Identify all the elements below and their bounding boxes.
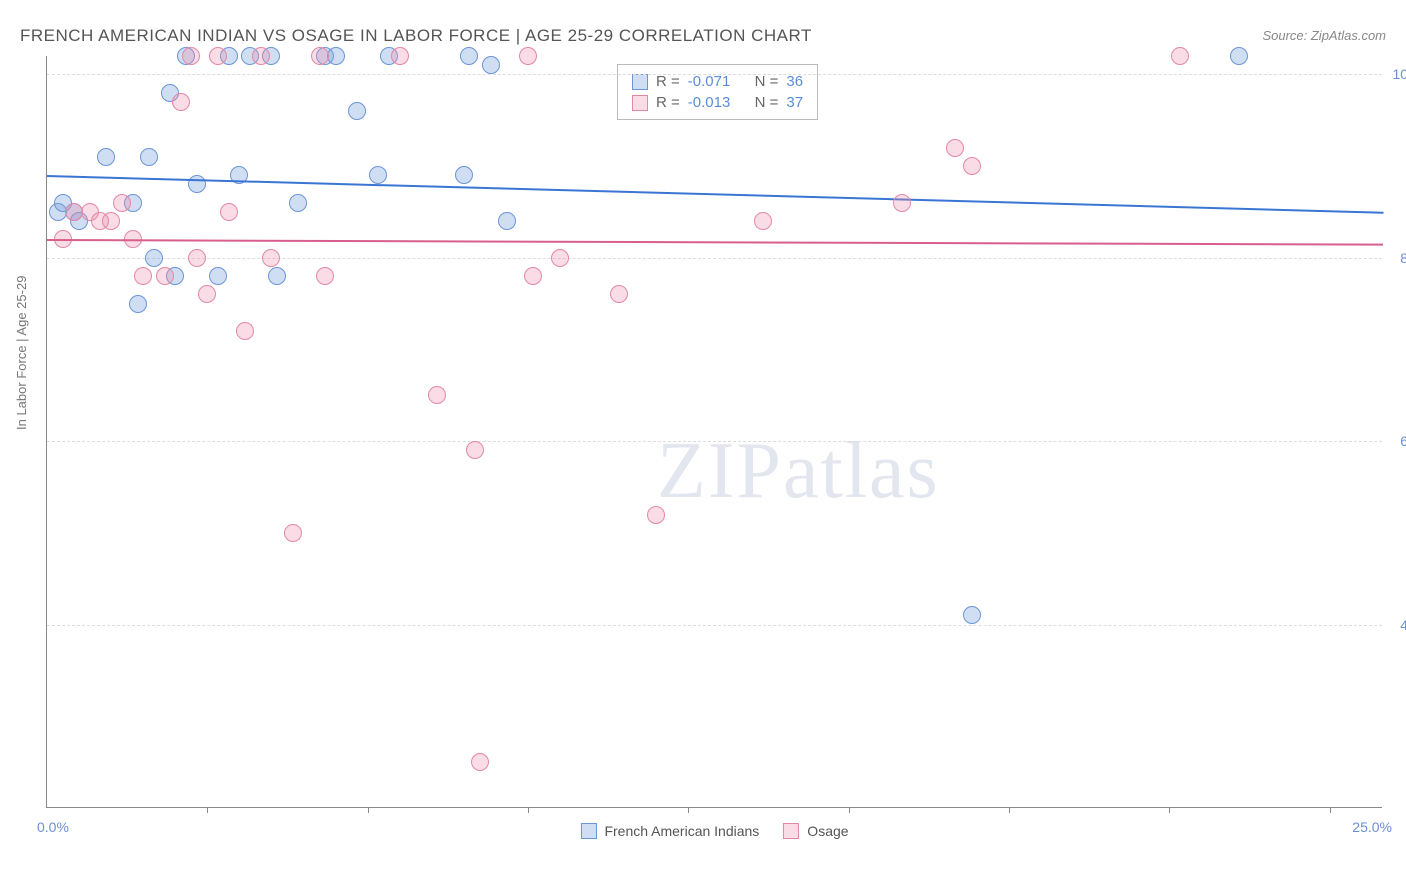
point-series1	[348, 102, 366, 120]
x-tick	[207, 807, 208, 813]
point-series2	[134, 267, 152, 285]
point-series1	[460, 47, 478, 65]
legend-label-1: French American Indians	[604, 823, 759, 839]
point-series1	[327, 47, 345, 65]
point-series2	[963, 157, 981, 175]
r-value-1: -0.071	[688, 73, 731, 90]
x-tick	[528, 807, 529, 813]
point-series2	[188, 249, 206, 267]
point-series2	[198, 285, 216, 303]
source-attribution: Source: ZipAtlas.com	[1262, 28, 1386, 43]
x-tick	[1009, 807, 1010, 813]
swatch-series1-bottom	[580, 823, 596, 839]
point-series1	[209, 267, 227, 285]
point-series2	[466, 441, 484, 459]
point-series2	[647, 506, 665, 524]
point-series2	[551, 249, 569, 267]
point-series1	[289, 194, 307, 212]
point-series2	[316, 267, 334, 285]
point-series2	[102, 212, 120, 230]
trendline-series1	[47, 175, 1383, 214]
point-series2	[893, 194, 911, 212]
point-series2	[262, 249, 280, 267]
gridline-h	[47, 441, 1382, 442]
y-tick-label: 40.0%	[1400, 617, 1406, 633]
point-series1	[129, 295, 147, 313]
r-value-2: -0.013	[688, 94, 731, 111]
point-series2	[391, 47, 409, 65]
n-label: N =	[755, 73, 779, 90]
point-series1	[97, 148, 115, 166]
point-series2	[946, 139, 964, 157]
point-series2	[220, 203, 238, 221]
point-series1	[140, 148, 158, 166]
point-series2	[519, 47, 537, 65]
gridline-h	[47, 74, 1382, 75]
legend-item-series1: French American Indians	[580, 823, 759, 839]
swatch-series2	[632, 95, 648, 111]
point-series2	[1171, 47, 1189, 65]
n-label: N =	[755, 94, 779, 111]
point-series2	[236, 322, 254, 340]
x-tick	[1169, 807, 1170, 813]
chart-container: FRENCH AMERICAN INDIAN VS OSAGE IN LABOR…	[0, 0, 1406, 892]
n-value-1: 36	[786, 73, 803, 90]
point-series2	[172, 93, 190, 111]
point-series1	[963, 606, 981, 624]
r-label: R =	[656, 94, 680, 111]
point-series2	[610, 285, 628, 303]
swatch-series1	[632, 74, 648, 90]
trendline-series2	[47, 239, 1383, 246]
legend-item-series2: Osage	[783, 823, 848, 839]
point-series2	[311, 47, 329, 65]
plot-area: ZIPatlas R = -0.071 N = 36 R = -0.013 N …	[46, 56, 1382, 808]
correlation-legend: R = -0.071 N = 36 R = -0.013 N = 37	[617, 64, 818, 120]
point-series1	[369, 166, 387, 184]
point-series2	[156, 267, 174, 285]
point-series2	[182, 47, 200, 65]
x-tick	[1330, 807, 1331, 813]
watermark: ZIPatlas	[657, 426, 940, 517]
point-series2	[252, 47, 270, 65]
x-tick	[849, 807, 850, 813]
y-tick-label: 60.0%	[1400, 433, 1406, 449]
point-series2	[284, 524, 302, 542]
point-series1	[482, 56, 500, 74]
point-series2	[524, 267, 542, 285]
legend-row-series2: R = -0.013 N = 37	[632, 92, 803, 113]
point-series1	[268, 267, 286, 285]
point-series1	[145, 249, 163, 267]
y-tick-label: 80.0%	[1400, 250, 1406, 266]
y-tick-label: 100.0%	[1393, 66, 1406, 82]
point-series1	[498, 212, 516, 230]
y-axis-label: In Labor Force | Age 25-29	[14, 276, 29, 430]
x-tick	[688, 807, 689, 813]
point-series2	[754, 212, 772, 230]
series-legend: French American Indians Osage	[580, 823, 848, 839]
point-series2	[471, 753, 489, 771]
x-axis-min: 0.0%	[37, 819, 69, 835]
point-series2	[113, 194, 131, 212]
n-value-2: 37	[786, 94, 803, 111]
point-series1	[455, 166, 473, 184]
chart-title: FRENCH AMERICAN INDIAN VS OSAGE IN LABOR…	[20, 26, 812, 46]
r-label: R =	[656, 73, 680, 90]
x-tick	[368, 807, 369, 813]
gridline-h	[47, 258, 1382, 259]
point-series1	[1230, 47, 1248, 65]
gridline-h	[47, 625, 1382, 626]
x-axis-max: 25.0%	[1352, 819, 1392, 835]
point-series2	[209, 47, 227, 65]
legend-label-2: Osage	[807, 823, 848, 839]
swatch-series2-bottom	[783, 823, 799, 839]
point-series2	[428, 386, 446, 404]
